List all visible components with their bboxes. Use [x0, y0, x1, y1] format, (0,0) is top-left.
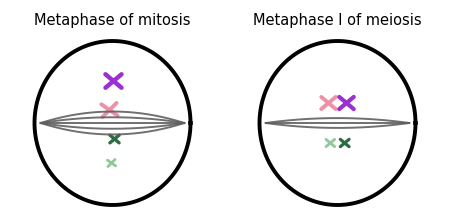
- Text: Metaphase of mitosis: Metaphase of mitosis: [34, 13, 191, 28]
- Text: Metaphase I of meiosis: Metaphase I of meiosis: [253, 13, 422, 28]
